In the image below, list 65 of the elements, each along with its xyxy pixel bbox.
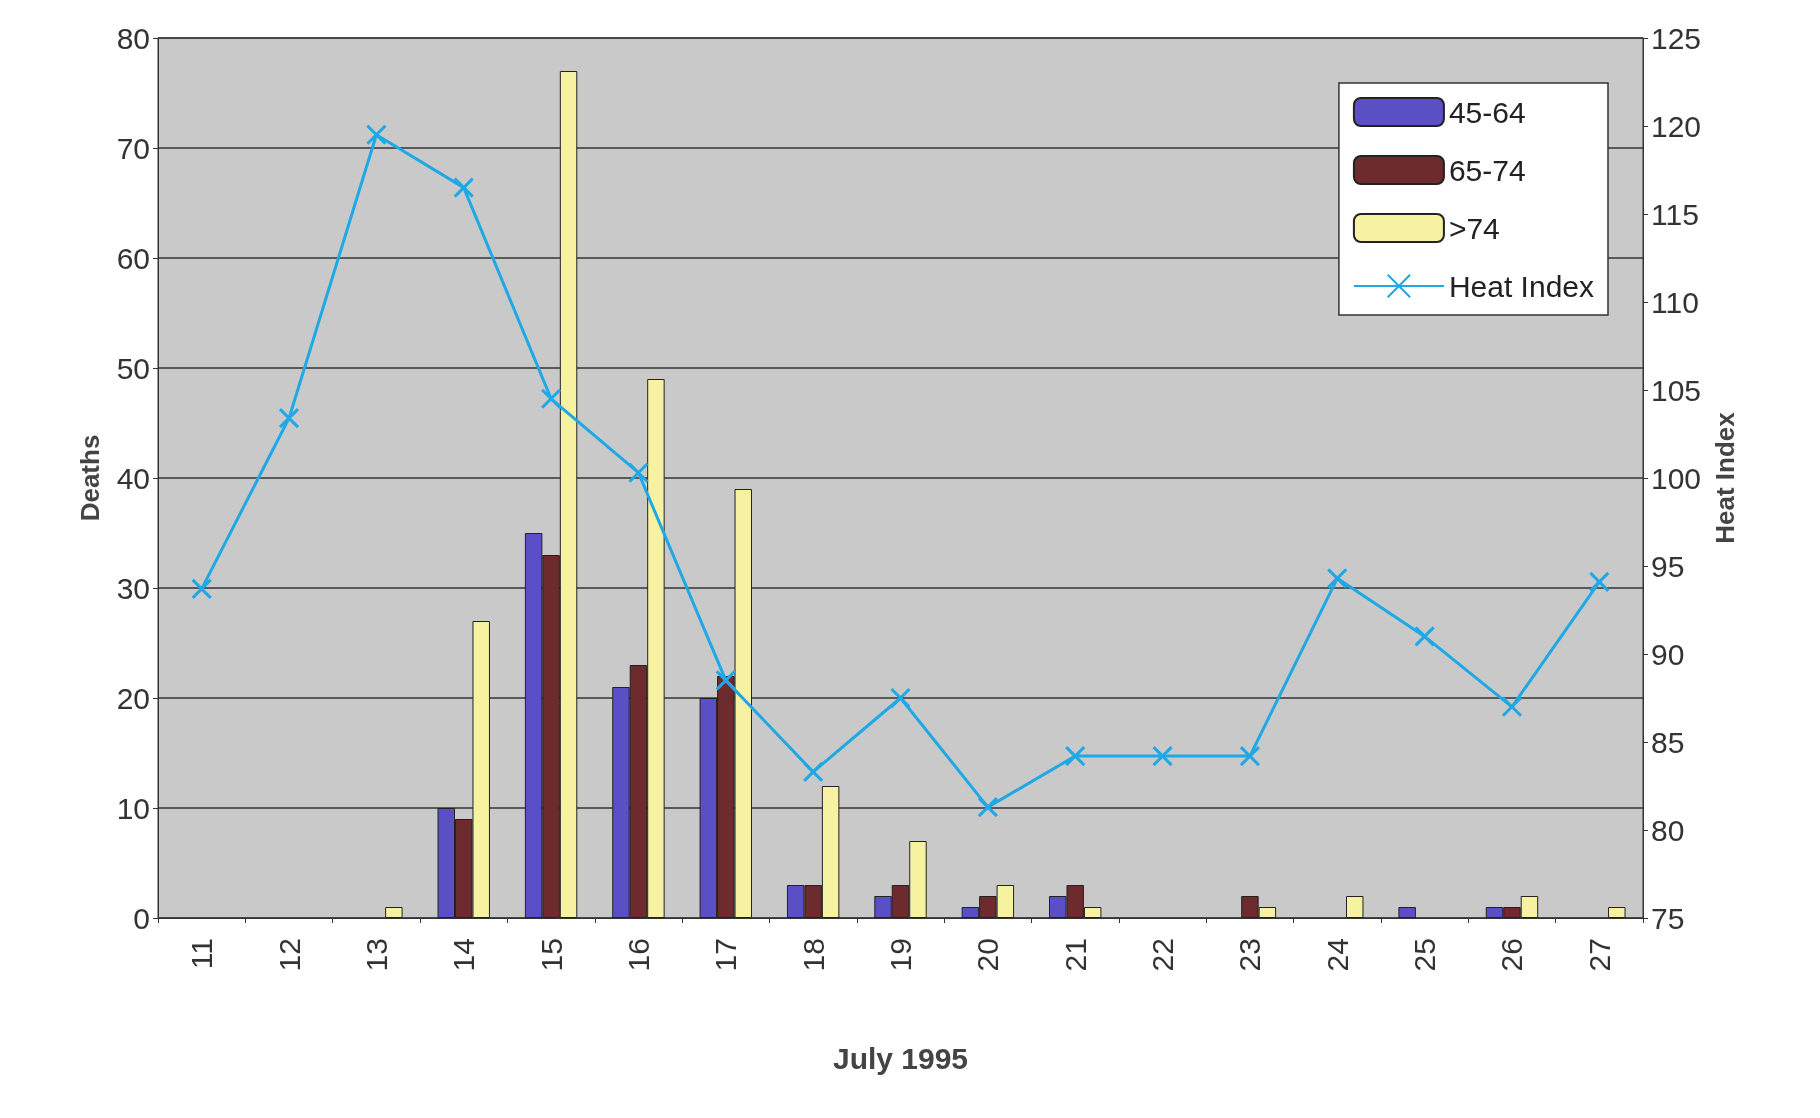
point <box>191 578 213 600</box>
y2-tick-label: 75 <box>1651 901 1685 935</box>
point <box>1588 571 1610 593</box>
x-tick-label: 27 <box>1582 938 1616 972</box>
y2-tick-label: 105 <box>1651 373 1702 407</box>
y2-axis-title: Heat Index <box>1709 411 1740 544</box>
y2-tick-label: 110 <box>1651 285 1699 319</box>
y2-tick-label: 120 <box>1651 109 1702 143</box>
y2-tick-label: 115 <box>1651 197 1699 231</box>
y-tick-label: 50 <box>116 351 150 385</box>
y-tick-label: 20 <box>116 681 150 715</box>
point <box>1239 745 1261 767</box>
y2-tick-label: 80 <box>1651 813 1685 847</box>
x-tick-label: 19 <box>884 938 917 972</box>
y2-tick-label: 95 <box>1651 549 1685 583</box>
legend-label: Heat Index <box>1448 269 1594 303</box>
bar <box>1398 907 1416 918</box>
x-tick-label: 24 <box>1320 938 1354 972</box>
x-tick-label: 11 <box>185 938 219 970</box>
x-tick-label: 14 <box>447 938 481 972</box>
point <box>977 796 999 818</box>
x-tick-label: 12 <box>272 938 306 972</box>
x-tick-label: 17 <box>709 938 743 972</box>
point <box>1501 696 1523 718</box>
y-tick-label: 70 <box>116 131 150 165</box>
y-tick-label: 0 <box>133 901 150 935</box>
x-tick-label: 13 <box>359 938 393 972</box>
point <box>1414 625 1436 647</box>
point <box>540 388 562 410</box>
x-tick-label: 15 <box>534 938 568 972</box>
x-tick-label: 16 <box>621 938 655 972</box>
point <box>890 687 911 709</box>
point <box>453 177 475 199</box>
point <box>1152 745 1174 767</box>
x-tick-label: 20 <box>971 938 1005 972</box>
bar <box>385 907 403 918</box>
y-tick-label: 40 <box>116 461 150 495</box>
y-tick-label: 30 <box>116 571 150 605</box>
point <box>1326 567 1348 589</box>
x-tick-label: 23 <box>1233 938 1267 972</box>
legend-label: 45-64 <box>1448 95 1526 129</box>
y-tick-label: 10 <box>116 791 150 825</box>
x-tick-label: 21 <box>1058 938 1092 972</box>
legend-label: 65-74 <box>1448 153 1526 187</box>
y2-tick-label: 85 <box>1651 725 1685 759</box>
legend-label: >74 <box>1448 211 1500 245</box>
y-tick-label: 60 <box>116 241 150 275</box>
point <box>1064 745 1086 767</box>
x-axis-title: July 1995 <box>832 1041 969 1075</box>
bar <box>1608 907 1626 918</box>
point <box>802 761 824 783</box>
y2-tick-label: 100 <box>1651 461 1702 495</box>
point <box>715 669 737 691</box>
y-axis-title: Deaths <box>75 434 105 522</box>
y2-tick-label: 125 <box>1651 21 1702 55</box>
point <box>278 407 300 429</box>
point <box>365 124 387 146</box>
point <box>627 462 649 484</box>
y-tick-label: 80 <box>116 21 150 55</box>
bar <box>1346 896 1364 918</box>
x-tick-label: 26 <box>1495 938 1529 972</box>
x-tick-label: 18 <box>796 938 830 972</box>
y2-tick-label: 90 <box>1651 637 1685 671</box>
x-tick-label: 22 <box>1146 938 1180 972</box>
x-tick-label: 25 <box>1408 938 1442 972</box>
